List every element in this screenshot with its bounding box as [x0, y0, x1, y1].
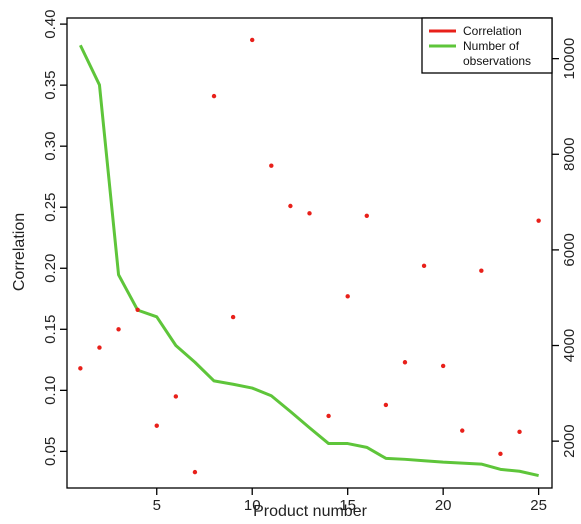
y-tick-label: 0.15: [42, 315, 59, 344]
correlation-point: [250, 37, 255, 43]
correlation-point: [536, 218, 541, 223]
x-tick-label: 25: [530, 497, 547, 514]
legend: Correlation Number of observations: [421, 17, 553, 74]
series-lines: [79, 44, 539, 478]
correlation-point: [498, 451, 503, 457]
x-tick-label: 5: [153, 497, 161, 514]
legend-label-correlation: Correlation: [463, 24, 522, 38]
x-tick-label: 20: [435, 497, 452, 514]
y2-tick-label: 8000: [561, 138, 578, 171]
correlation-point: [135, 307, 140, 312]
correlation-point: [517, 429, 522, 435]
correlation-point: [460, 428, 465, 433]
y-tick-label: 0.40: [42, 10, 59, 39]
correlation-point: [402, 360, 408, 365]
y2-tick-label: 6000: [561, 233, 578, 266]
y2-tick-label: 2000: [561, 424, 578, 457]
x-tick-label: 15: [339, 497, 356, 514]
y-axis-left: 0.05 0.10 0.15 0.20 0.25 0.30 0.35 0.40: [42, 10, 67, 466]
legend-label-observations-line1: Number of: [463, 39, 520, 53]
y2-tick-label: 4000: [561, 329, 578, 362]
observations-line: [79, 44, 539, 478]
series-points: [78, 37, 541, 475]
y-tick-label: 0.25: [42, 193, 59, 222]
correlation-point: [192, 469, 198, 475]
y-tick-label: 0.10: [42, 376, 59, 405]
correlation-point: [97, 345, 102, 350]
x-axis: 5 10 15 20 25: [153, 488, 547, 514]
y-tick-label: 0.20: [42, 254, 59, 283]
y-axis-right: 2000 4000 6000 8000 10000: [552, 38, 578, 458]
correlation-point: [364, 213, 369, 218]
correlation-point: [211, 93, 217, 99]
y-tick-label: 0.30: [42, 132, 59, 161]
correlation-point: [345, 294, 350, 299]
correlation-point: [421, 263, 427, 269]
correlation-point: [288, 203, 293, 209]
correlation-point: [173, 394, 179, 399]
correlation-point: [269, 163, 274, 168]
correlation-point: [307, 211, 312, 216]
correlation-point: [78, 366, 83, 371]
y2-tick-label: 10000: [561, 38, 578, 80]
plot-frame: [66, 17, 553, 489]
x-axis-title: Product number: [253, 503, 368, 520]
correlation-point: [326, 413, 331, 419]
correlation-point: [440, 363, 446, 369]
legend-label-observations-line2: observations: [463, 54, 531, 68]
x-tick-label: 10: [244, 497, 261, 514]
correlation-point: [479, 268, 484, 273]
correlation-point: [383, 402, 389, 408]
correlation-point: [116, 327, 121, 332]
y-tick-label: 0.35: [42, 71, 59, 100]
y-tick-label: 0.05: [42, 437, 59, 466]
correlation-point: [230, 314, 236, 320]
y-axis-title: Correlation: [11, 213, 28, 291]
correlation-point: [154, 423, 159, 428]
